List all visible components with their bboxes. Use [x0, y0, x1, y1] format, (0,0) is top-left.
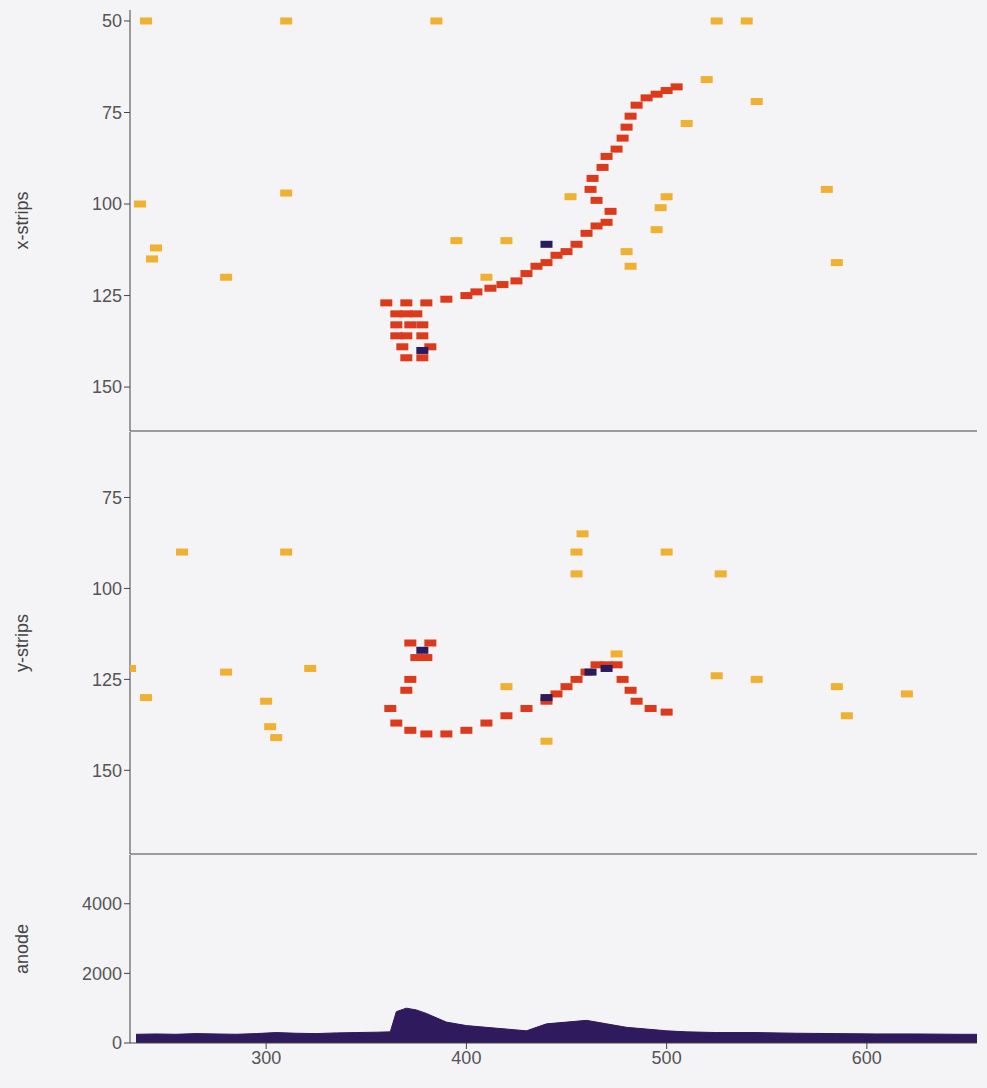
svg-text:75: 75 — [102, 103, 122, 123]
svg-text:0: 0 — [112, 1033, 122, 1053]
svg-text:x-strips: x-strips — [12, 192, 32, 250]
svg-text:y-strips: y-strips — [12, 614, 32, 672]
svg-text:600: 600 — [852, 1048, 882, 1068]
svg-text:4000: 4000 — [82, 894, 122, 914]
svg-text:50: 50 — [102, 11, 122, 31]
svg-text:anode: anode — [12, 924, 32, 974]
svg-text:100: 100 — [92, 194, 122, 214]
svg-text:2000: 2000 — [82, 964, 122, 984]
svg-text:400: 400 — [451, 1048, 481, 1068]
svg-text:300: 300 — [251, 1048, 281, 1068]
svg-text:75: 75 — [102, 488, 122, 508]
svg-text:125: 125 — [92, 286, 122, 306]
svg-text:150: 150 — [92, 761, 122, 781]
svg-text:500: 500 — [652, 1048, 682, 1068]
svg-text:150: 150 — [92, 377, 122, 397]
svg-text:125: 125 — [92, 670, 122, 690]
svg-text:100: 100 — [92, 579, 122, 599]
